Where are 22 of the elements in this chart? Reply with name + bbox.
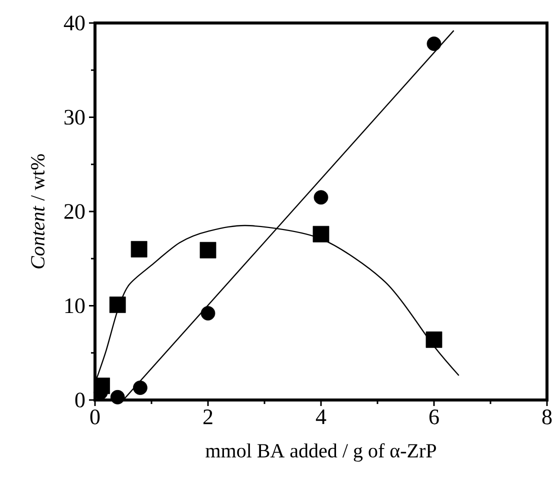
point [314,190,328,205]
point [200,242,216,258]
x-axis-title: mmol BA added / g of α-ZrP [206,443,436,462]
point [426,331,442,348]
y-axis-title: Content / wt% [31,154,45,268]
y-tick-label: 10 [65,298,85,314]
point [130,241,148,258]
point [133,380,148,395]
y-tick-label: 30 [64,110,85,125]
x-tick-label: 2 [203,410,212,424]
x-tick-label: 6 [429,410,439,424]
x-tick-label: 4 [316,410,326,424]
point [312,226,330,242]
point [200,306,216,320]
x-tick-label: 8 [542,410,552,424]
point [110,390,125,404]
y-tick-label: 40 [64,16,85,30]
x-tick-label: 0 [90,410,100,424]
y-tick-label: 0 [75,392,85,408]
y-tick-label: 20 [64,204,85,219]
point [426,36,442,51]
point [109,296,126,314]
